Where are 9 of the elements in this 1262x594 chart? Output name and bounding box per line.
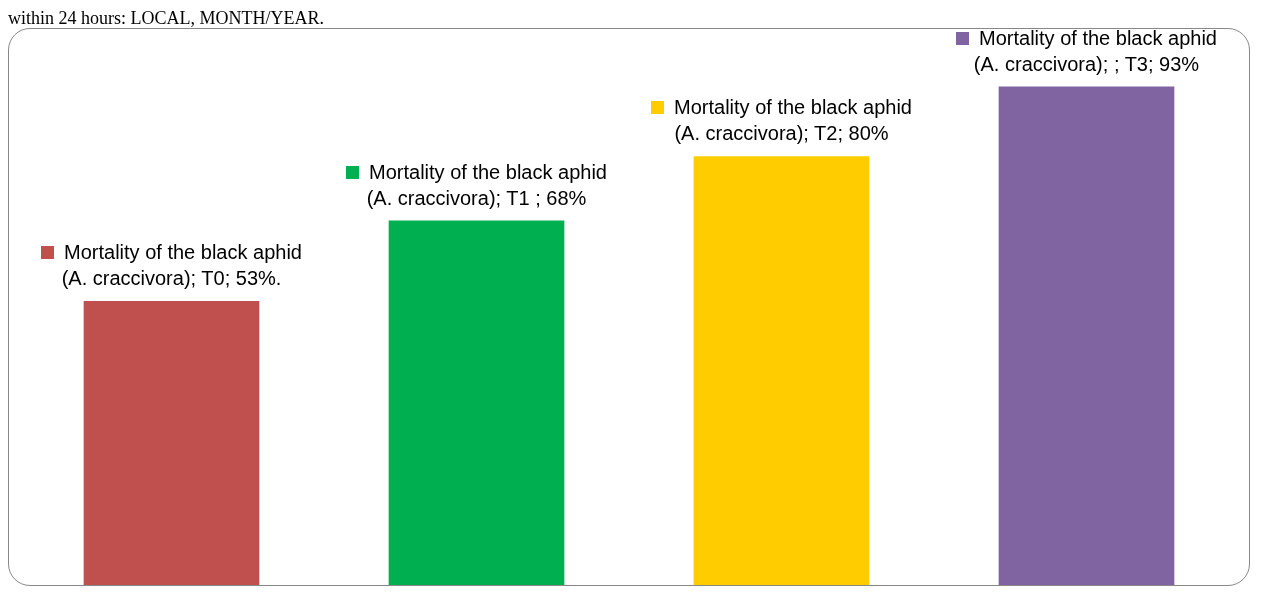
data-label: Mortality of the black aphid (A. craccivora); ; T3; 93% [972,28,1218,77]
bar [83,300,260,585]
bar [998,86,1175,585]
bar [693,156,870,585]
bar [388,220,565,585]
text: within 24 hours: LOCAL, MONTH/YEAR. [8,8,325,28]
data-label: Mortality of the black aphid (A. craccivora); T2; 80% [673,95,913,147]
data-label: Mortality of the black aphid (A. craccivora); T1 ; 68% [365,159,608,211]
data-label: Mortality of the black aphid (A. craccivora); T0; 53%. [60,239,303,291]
